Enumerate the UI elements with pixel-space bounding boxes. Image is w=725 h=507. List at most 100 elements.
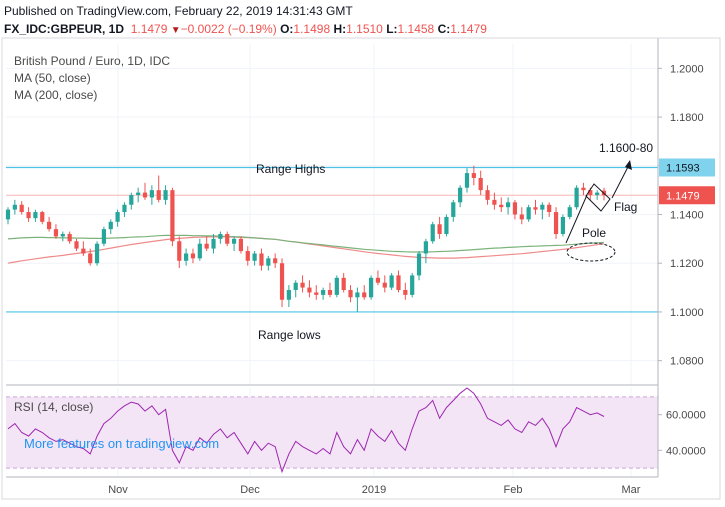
candle[interactable]: [204, 236, 209, 252]
candle[interactable]: [540, 202, 545, 220]
candle[interactable]: [314, 285, 319, 300]
legend-ma50[interactable]: MA (50, close): [14, 71, 91, 85]
candle[interactable]: [444, 214, 449, 237]
candle[interactable]: [108, 219, 113, 234]
candle[interactable]: [595, 190, 600, 200]
candle[interactable]: [115, 209, 120, 227]
candle[interactable]: [307, 280, 312, 298]
watermark[interactable]: More features on tradingview.com: [24, 436, 220, 451]
candle[interactable]: [231, 236, 237, 252]
candle[interactable]: [560, 214, 565, 237]
rsi-line[interactable]: [7, 387, 605, 474]
legend-ma200[interactable]: MA (200, close): [14, 88, 98, 102]
candle[interactable]: [547, 202, 552, 217]
candle[interactable]: [156, 175, 161, 203]
candle[interactable]: [40, 210, 45, 225]
candle[interactable]: [67, 231, 72, 244]
candle[interactable]: [567, 204, 572, 220]
candle[interactable]: [451, 199, 456, 222]
candle[interactable]: [526, 204, 531, 222]
candle[interactable]: [430, 221, 435, 244]
candle[interactable]: [416, 251, 422, 281]
candle[interactable]: [300, 275, 305, 293]
candle[interactable]: [142, 182, 148, 200]
candle[interactable]: [355, 287, 360, 312]
candle[interactable]: [396, 270, 401, 293]
candle[interactable]: [266, 255, 271, 271]
candle[interactable]: [60, 231, 65, 242]
candle[interactable]: [74, 238, 79, 252]
open-label: O:: [280, 22, 294, 36]
candle[interactable]: [389, 272, 394, 291]
candle[interactable]: [321, 287, 326, 300]
candle[interactable]: [218, 231, 223, 244]
candle[interactable]: [512, 199, 518, 220]
candle[interactable]: [197, 238, 202, 261]
candle[interactable]: [519, 207, 524, 225]
candle[interactable]: [375, 270, 381, 286]
candle-body: [47, 221, 52, 230]
candle-body: [204, 243, 209, 249]
candle[interactable]: [464, 168, 470, 193]
candle[interactable]: [47, 216, 52, 232]
candle[interactable]: [581, 182, 586, 196]
candle[interactable]: [122, 202, 127, 217]
candle[interactable]: [19, 201, 24, 215]
candle[interactable]: [12, 199, 17, 215]
candle[interactable]: [279, 258, 285, 308]
candle[interactable]: [362, 285, 367, 300]
candle[interactable]: [273, 253, 278, 269]
candle[interactable]: [53, 224, 59, 239]
candle[interactable]: [410, 272, 415, 298]
candle[interactable]: [348, 285, 353, 303]
candle[interactable]: [88, 248, 93, 266]
candle[interactable]: [81, 241, 86, 256]
candle-body: [60, 233, 65, 237]
candle[interactable]: [184, 248, 189, 266]
candle[interactable]: [245, 246, 250, 266]
candle[interactable]: [5, 207, 11, 225]
candle[interactable]: [382, 275, 387, 293]
candle[interactable]: [252, 251, 257, 266]
candle[interactable]: [553, 207, 559, 239]
candle[interactable]: [458, 185, 463, 208]
candle[interactable]: [136, 187, 141, 203]
candle[interactable]: [259, 248, 264, 271]
candle[interactable]: [286, 285, 291, 308]
candle[interactable]: [492, 192, 497, 210]
candle[interactable]: [505, 197, 511, 215]
candle[interactable]: [293, 280, 298, 298]
candle[interactable]: [423, 238, 428, 264]
candle[interactable]: [177, 236, 182, 269]
candle[interactable]: [190, 248, 196, 264]
candle[interactable]: [574, 185, 579, 210]
candle[interactable]: [225, 231, 230, 247]
candle[interactable]: [26, 207, 31, 222]
candle[interactable]: [33, 209, 38, 222]
candle-body: [471, 173, 476, 178]
candle[interactable]: [334, 275, 339, 298]
candle[interactable]: [238, 236, 244, 254]
candle[interactable]: [368, 275, 374, 300]
candle[interactable]: [437, 216, 442, 239]
candle[interactable]: [149, 185, 154, 205]
candle[interactable]: [341, 272, 346, 293]
candle[interactable]: [170, 187, 175, 247]
ma50-line[interactable]: [7, 234, 605, 253]
candle[interactable]: [163, 185, 168, 205]
candle-body: [279, 263, 285, 300]
candle[interactable]: [533, 199, 538, 215]
rsi-legend[interactable]: RSI (14, close): [14, 400, 94, 414]
candle[interactable]: [101, 226, 107, 247]
x-tick-label: Feb: [504, 484, 523, 496]
candle[interactable]: [129, 192, 134, 210]
candle[interactable]: [211, 233, 216, 254]
candle[interactable]: [499, 197, 504, 213]
candle[interactable]: [94, 241, 100, 266]
candle[interactable]: [485, 185, 490, 205]
candle[interactable]: [471, 165, 476, 186]
candle[interactable]: [327, 282, 333, 298]
candle[interactable]: [478, 170, 483, 196]
candle[interactable]: [403, 282, 408, 300]
